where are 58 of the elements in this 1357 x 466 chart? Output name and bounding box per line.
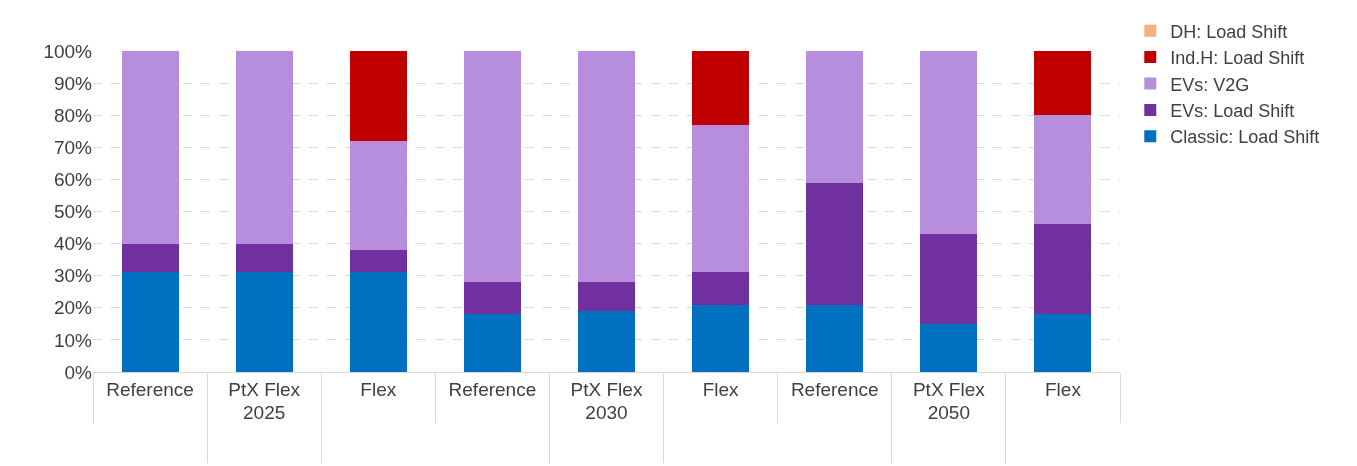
bar	[1034, 51, 1092, 116]
x-tick-label: PtX Flex	[912, 378, 986, 400]
bar	[806, 304, 864, 372]
bar	[577, 282, 636, 312]
y-tick-label: 80%	[53, 104, 93, 126]
x-tick-label: Reference	[790, 378, 879, 400]
y-tick-label: 0%	[64, 361, 93, 383]
bar	[920, 323, 978, 372]
y-tick-label: 60%	[53, 169, 93, 191]
legend-label: Ind.H: Load Shift	[1170, 48, 1305, 69]
text: 2050	[927, 401, 970, 423]
bar	[121, 243, 179, 273]
bar	[692, 124, 750, 273]
x-tick-label: Flex	[702, 378, 740, 400]
y-tick-label: 20%	[53, 297, 93, 319]
x-tick-label: PtX Flex	[570, 378, 643, 400]
bar	[463, 282, 521, 315]
bar	[1034, 314, 1092, 372]
x-tick-label: Reference	[106, 378, 194, 400]
bar	[577, 51, 636, 283]
bar	[692, 51, 750, 125]
bar	[920, 233, 978, 324]
bar	[463, 314, 521, 372]
bar	[920, 51, 978, 234]
legend-label: EVs: Load Shift	[1170, 100, 1295, 121]
bar	[235, 243, 293, 273]
y-tick-label: 100%	[43, 40, 93, 62]
bar	[349, 51, 407, 141]
bar	[349, 272, 407, 372]
bar	[235, 51, 293, 244]
bar	[463, 51, 521, 283]
bar	[121, 272, 179, 372]
y-tick-label: 50%	[53, 201, 93, 223]
bar	[806, 51, 864, 183]
bar	[1034, 224, 1092, 315]
bar	[121, 51, 179, 244]
text: 2030	[585, 401, 628, 423]
legend-label: DH: Load Shift	[1170, 21, 1288, 42]
bar	[1034, 115, 1092, 225]
text: 2025	[243, 401, 286, 423]
x-tick-label: Reference	[448, 378, 537, 400]
bar	[349, 250, 407, 273]
x-tick-label: Flex	[1044, 378, 1082, 400]
y-tick-label: 30%	[53, 265, 93, 287]
y-tick-label: 90%	[53, 72, 93, 94]
legend-label: EVs: V2G	[1170, 74, 1250, 95]
bar	[692, 272, 750, 305]
x-tick-label: Flex	[360, 378, 397, 400]
y-tick-label: 40%	[53, 233, 93, 255]
legend-label: Classic: Load Shift	[1170, 127, 1320, 148]
y-tick-label: 10%	[53, 329, 93, 351]
y-tick-label: 70%	[53, 136, 93, 158]
bar	[692, 304, 750, 372]
bar	[235, 272, 293, 372]
bar	[349, 140, 407, 251]
bar	[577, 311, 636, 372]
x-tick-label: PtX Flex	[228, 378, 301, 400]
bar	[806, 182, 864, 305]
